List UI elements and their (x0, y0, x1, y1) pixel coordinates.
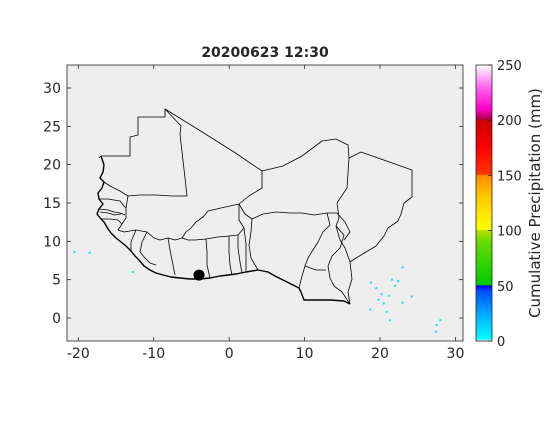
precip-point (391, 278, 394, 281)
precip-point (397, 280, 400, 283)
x-tick-label: 30 (447, 346, 465, 362)
y-axis-ticks: 0 5 10 15 20 25 30 (43, 81, 463, 327)
colorbar-tick-label: 150 (497, 169, 522, 184)
x-tick-label: 20 (371, 346, 389, 362)
gambia-strip (99, 211, 122, 216)
coastline (96, 155, 351, 305)
colorbar-tick-label: 250 (497, 59, 522, 74)
burkina-faso-border (181, 204, 245, 241)
precip-point (401, 266, 404, 269)
precip-point (131, 271, 134, 273)
niger-south-border (238, 203, 337, 220)
y-tick-label: 0 (52, 311, 61, 327)
precip-point (388, 319, 391, 322)
colorbar-tick-label: 200 (497, 114, 522, 129)
y-tick-label: 20 (43, 158, 61, 174)
precip-point (439, 319, 442, 322)
precip-point (73, 251, 76, 254)
y-tick-label: 25 (43, 119, 61, 135)
x-tick-label: 10 (296, 346, 314, 362)
x-tick-label: -20 (67, 346, 90, 362)
precip-point (385, 310, 388, 313)
y-tick-label: 15 (43, 196, 61, 212)
precip-point (380, 293, 383, 296)
precip-point (375, 287, 378, 290)
precip-point (369, 308, 372, 311)
precip-point (434, 330, 437, 333)
ghana-border (205, 227, 247, 279)
colorbar (475, 64, 493, 342)
map-plot-area (67, 65, 463, 341)
colorbar-tick-label: 0 (497, 335, 505, 350)
nigeria-border (248, 212, 331, 289)
y-tick-label: 30 (43, 81, 61, 97)
cameroon-border (304, 225, 351, 305)
colorbar-ticks: 0 50 100 150 200 250 (488, 59, 522, 350)
precip-point (377, 298, 380, 301)
x-axis-ticks: -20 -10 0 10 20 30 (67, 65, 464, 362)
precip-point (435, 323, 438, 326)
x-tick-label: -10 (142, 346, 165, 362)
precip-point (88, 251, 91, 254)
senegal-border (98, 198, 127, 225)
precip-point (394, 284, 397, 287)
mali-niger-border (207, 171, 263, 212)
colorbar-tick-label: 50 (497, 280, 514, 295)
colorbar-label: Cumulative Precipitation (mm) (526, 88, 544, 318)
map-title: 20200623 12:30 (201, 45, 329, 61)
x-tick-label: 0 (225, 346, 234, 362)
location-marker (193, 269, 205, 281)
y-tick-label: 10 (43, 234, 61, 250)
precip-point (388, 294, 391, 297)
northwest-border (98, 108, 188, 197)
country-boundaries (96, 108, 413, 305)
y-tick-label: 5 (52, 273, 61, 289)
sahara-northern-border (164, 108, 413, 263)
precip-point (382, 302, 385, 305)
precip-point (369, 281, 372, 284)
precip-point (410, 295, 413, 298)
central-africa-border (336, 212, 351, 241)
colorbar-tick-label: 100 (497, 225, 522, 240)
cote-divoire-border (130, 229, 176, 276)
chad-border (335, 157, 353, 305)
precip-point (401, 301, 404, 304)
mali-west-border (103, 181, 187, 197)
precipitation-points (73, 251, 442, 333)
